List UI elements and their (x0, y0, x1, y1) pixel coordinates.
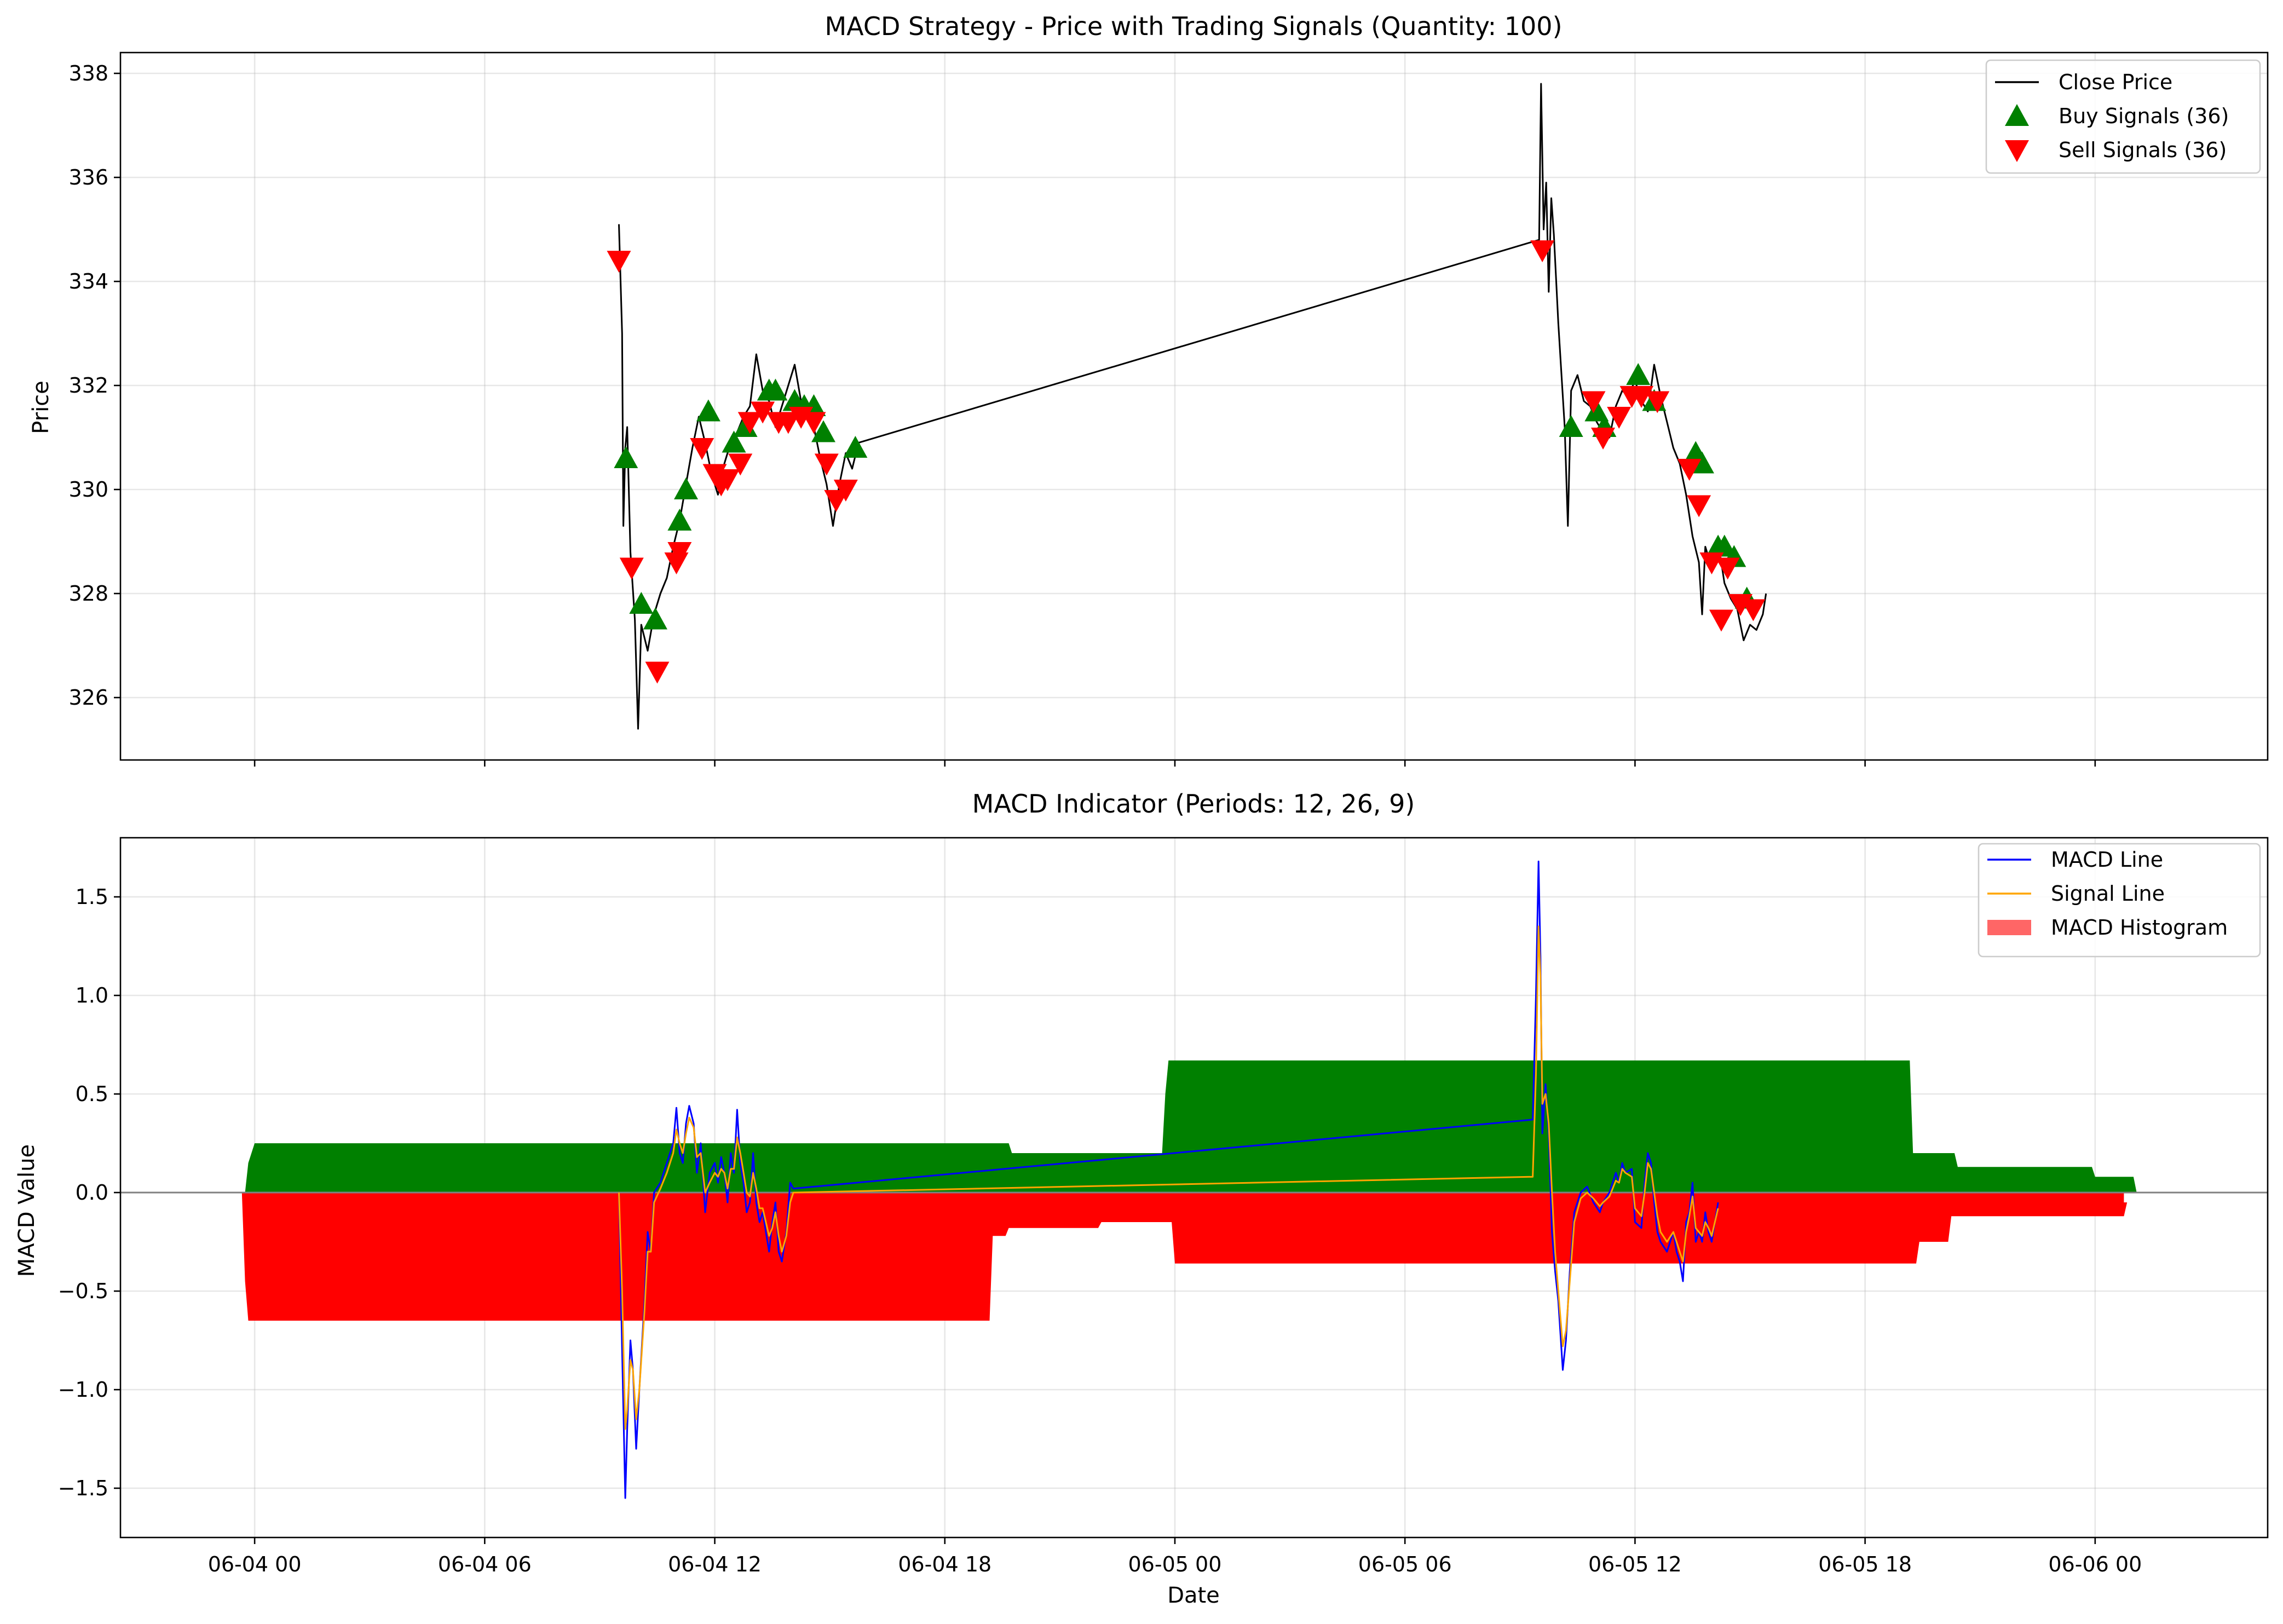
legend-label: MACD Histogram (2051, 915, 2228, 940)
y-tick-label: 338 (68, 61, 108, 85)
buy-signal-marker (643, 607, 667, 630)
macd-chart-title: MACD Indicator (Periods: 12, 26, 9) (972, 789, 1415, 819)
sell-signal-marker (776, 412, 800, 434)
legend-box (1978, 843, 2261, 958)
macd-plot-area (120, 860, 2268, 1499)
x-tick-label: 06-04 18 (898, 1552, 991, 1576)
macd-y-axis-label: MACD Value (14, 1144, 39, 1277)
sell-signal-marker (715, 469, 740, 491)
y-tick-label: −0.5 (58, 1279, 108, 1303)
sell-signal-marker (1677, 459, 1702, 481)
price-plot-area (607, 83, 1767, 730)
sell-signal-marker (1715, 557, 1740, 580)
price-y-axis-label: Price (28, 381, 54, 434)
buy-signal-marker (667, 509, 692, 531)
x-tick-label: 06-04 12 (668, 1552, 762, 1576)
x-tick-label: 06-05 12 (1588, 1552, 1682, 1576)
sell-signal-marker (667, 542, 692, 564)
sell-signal-marker (645, 661, 670, 684)
y-tick-label: 334 (68, 269, 108, 293)
buy-signal-marker (1712, 534, 1737, 557)
sell-signal-marker (619, 557, 644, 580)
y-tick-label: 0.5 (76, 1082, 108, 1106)
macd-y-ticks: −1.5 −1.0 −0.5 0.0 0.5 1.0 1.5 (58, 885, 120, 1500)
buy-signal-marker (1559, 415, 1583, 437)
y-tick-label: 1.0 (76, 983, 108, 1007)
sell-signal-marker (1607, 407, 1631, 429)
buy-signal-marker (629, 592, 654, 614)
legend-buy-swatch (2005, 104, 2029, 126)
legend-patch-swatch (1987, 920, 2031, 935)
sell-signal-marker (690, 438, 714, 460)
legend-box (1985, 59, 2261, 174)
price-axes-frame (119, 51, 2269, 761)
price-chart-title: MACD Strategy - Price with Trading Signa… (825, 11, 1562, 41)
macd-chart-panel: MACD Indicator (Periods: 12, 26, 9) 06-0… (14, 789, 2269, 1608)
sell-signal-marker (1645, 391, 1670, 413)
macd-x-axis-label: Date (1167, 1583, 1220, 1608)
y-tick-label: 328 (68, 581, 108, 606)
buy-signal-marker (811, 420, 835, 442)
macd-histogram-positive (245, 1060, 2137, 1193)
y-tick-label: 0.0 (76, 1180, 108, 1205)
x-tick-label: 06-05 06 (1358, 1552, 1452, 1576)
sell-signal-marker (814, 453, 839, 476)
y-tick-label: 330 (68, 477, 108, 502)
sell-signal-marker (1709, 609, 1733, 632)
sell-signal-marker (833, 480, 858, 502)
signal-line (618, 925, 1719, 1430)
x-tick-label: 06-05 18 (1818, 1552, 1912, 1576)
buy-signal-marker (696, 399, 720, 422)
price-grid (120, 53, 2268, 760)
x-tick-label: 06-04 00 (208, 1552, 302, 1576)
buy-signal-marker (843, 436, 868, 458)
sell-signal-marker (1530, 240, 1555, 262)
sell-signal-marker (737, 412, 762, 434)
macd-histogram-negative (241, 1193, 2128, 1321)
y-tick-label: 326 (68, 686, 108, 710)
buy-signal-marker (674, 477, 699, 499)
price-legend: Close Price Buy Signals (36) Sell Signals … (1985, 59, 2261, 174)
sell-signal-marker (751, 401, 775, 424)
price-x-ticks (253, 760, 2096, 767)
x-tick-label: 06-04 06 (438, 1552, 532, 1576)
macd-histogram (241, 1060, 2137, 1321)
sell-signal-marker (1687, 495, 1711, 517)
y-tick-label: 1.5 (76, 885, 108, 909)
buy-signal-marker (614, 446, 638, 468)
y-tick-label: 332 (68, 373, 108, 398)
legend-label: Sell Signals (36) (2059, 138, 2227, 162)
legend-label: MACD Line (2051, 848, 2163, 872)
legend-label: Close Price (2059, 70, 2172, 94)
sell-signal-marker (824, 490, 849, 512)
x-tick-label: 06-05 00 (1128, 1552, 1222, 1576)
legend-sell-swatch (2005, 140, 2029, 162)
buy-signal-marker (733, 415, 758, 437)
price-chart-panel: MACD Strategy - Price with Trading Signa… (28, 11, 2269, 767)
sell-signal-marker (1591, 428, 1616, 450)
buy-signal-marker (722, 430, 746, 453)
buy-signal-marker (1626, 363, 1651, 385)
sell-signal-marker (607, 251, 631, 273)
y-tick-label: −1.0 (58, 1378, 108, 1402)
legend-label: Buy Signals (36) (2059, 104, 2229, 128)
macd-line (618, 860, 1719, 1499)
macd-axes-frame (119, 837, 2269, 1539)
y-tick-label: −1.5 (58, 1476, 108, 1500)
sell-signal-marker (802, 412, 826, 434)
sell-signal-marker (728, 453, 753, 476)
legend-label: Signal Line (2051, 882, 2165, 906)
price-y-ticks: 326 328 330 332 334 336 338 (68, 61, 120, 710)
buy-signal-marker (763, 378, 788, 401)
sell-signal-marker (1741, 599, 1766, 621)
sell-signal-marker (1581, 391, 1606, 413)
buy-signal-marker (1584, 399, 1609, 422)
macd-x-ticks: 06-04 00 06-04 06 06-04 12 06-04 18 06-05 00… (208, 1537, 2142, 1576)
macd-legend: MACD Line Signal Line MACD Histogram (1978, 843, 2261, 958)
y-tick-label: 336 (68, 165, 108, 189)
x-tick-label: 06-06 00 (2048, 1552, 2142, 1576)
